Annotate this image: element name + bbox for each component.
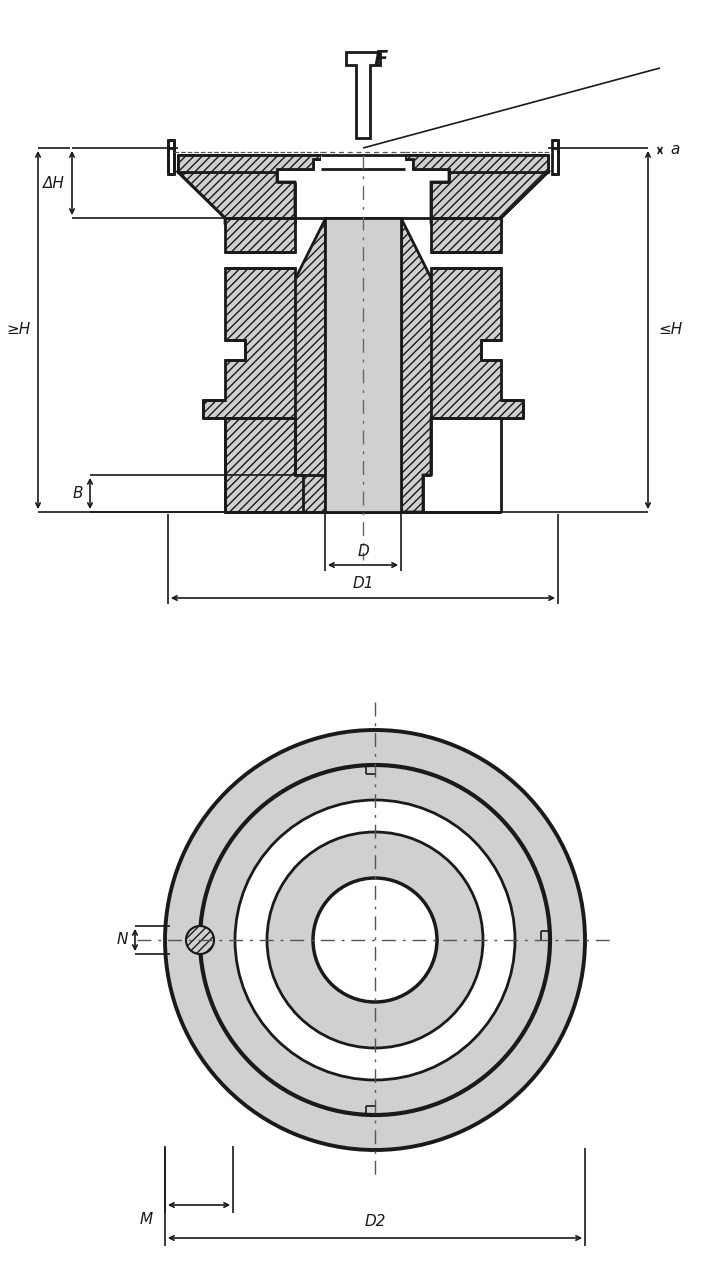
- Polygon shape: [346, 52, 380, 138]
- Circle shape: [186, 926, 214, 954]
- Text: M: M: [140, 1212, 153, 1226]
- Text: a: a: [670, 143, 679, 157]
- Text: N: N: [116, 932, 128, 948]
- Polygon shape: [431, 268, 523, 418]
- Polygon shape: [225, 218, 325, 512]
- Text: B: B: [73, 487, 83, 501]
- Text: F: F: [374, 50, 388, 70]
- Circle shape: [313, 879, 437, 1002]
- Circle shape: [235, 799, 515, 1080]
- Polygon shape: [225, 418, 325, 512]
- Polygon shape: [168, 140, 174, 174]
- Polygon shape: [321, 155, 405, 169]
- Text: ΔH: ΔH: [43, 175, 65, 190]
- Polygon shape: [225, 218, 295, 252]
- Text: ≤H: ≤H: [658, 323, 682, 337]
- Circle shape: [200, 765, 550, 1115]
- Polygon shape: [431, 172, 548, 223]
- Polygon shape: [203, 268, 295, 418]
- Polygon shape: [178, 172, 295, 223]
- Text: D2: D2: [364, 1214, 386, 1230]
- Polygon shape: [401, 218, 501, 512]
- Polygon shape: [405, 155, 548, 172]
- Polygon shape: [178, 155, 321, 172]
- Text: D: D: [357, 544, 369, 558]
- Circle shape: [267, 833, 483, 1048]
- Circle shape: [165, 730, 585, 1151]
- Text: ≥H: ≥H: [7, 323, 31, 337]
- Polygon shape: [431, 218, 501, 252]
- Polygon shape: [325, 218, 401, 512]
- Polygon shape: [552, 140, 558, 174]
- Text: D1: D1: [353, 576, 374, 591]
